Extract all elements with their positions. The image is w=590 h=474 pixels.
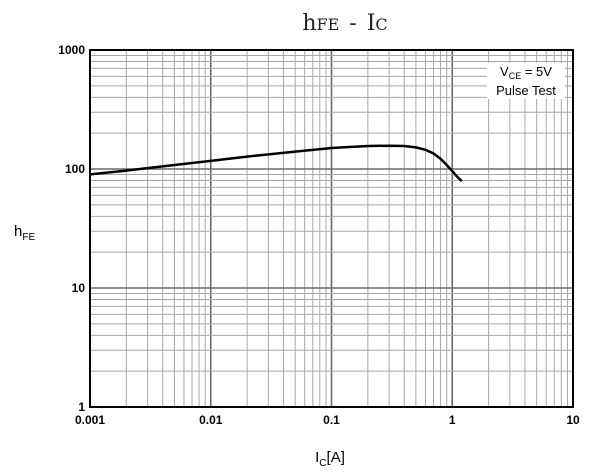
x-tick-label: 1 — [449, 413, 456, 427]
title-sub-fe: FE — [317, 15, 340, 34]
y-tick-label: 1000 — [58, 43, 85, 57]
x-tick-labels: 0.001 0.01 0.1 1 10 — [75, 413, 580, 427]
annotation-5v: = 5V — [521, 64, 552, 79]
annotation-pulse-test: Pulse Test — [496, 83, 556, 98]
grid-lines — [89, 50, 573, 408]
ylabel-h: h — [14, 223, 22, 240]
x-tick-label: 10 — [566, 413, 580, 427]
y-tick-labels: 1 10 100 1000 — [58, 43, 85, 414]
annotation-background — [487, 63, 565, 99]
y-axis-label: hFE — [14, 223, 35, 243]
y-tick-label: 1 — [78, 400, 85, 414]
title-main-h: h — [302, 11, 316, 36]
title-sub-c: C — [375, 15, 387, 34]
annotation-ce: CE — [509, 71, 522, 81]
x-tick-label: 0.1 — [323, 413, 340, 427]
chart-title: hFE - IC — [302, 11, 387, 36]
y-tick-label: 10 — [72, 281, 86, 295]
ylabel-fe: FE — [22, 232, 35, 243]
title-dash: - — [349, 11, 356, 36]
xlabel-unit: [A] — [327, 449, 345, 466]
plot-frame — [89, 49, 574, 408]
x-axis-label: IC[A] — [315, 449, 345, 469]
series-line — [89, 144, 463, 183]
title-main-i: I — [367, 11, 376, 36]
xlabel-i: I — [315, 449, 319, 466]
x-tick-label: 0.01 — [199, 413, 223, 427]
annotation-v: V — [500, 64, 509, 79]
x-tick-label: 0.001 — [75, 413, 105, 427]
y-tick-label: 100 — [65, 162, 85, 176]
annotation-vce: VCE = 5V — [500, 64, 552, 81]
xlabel-c: C — [319, 458, 326, 469]
